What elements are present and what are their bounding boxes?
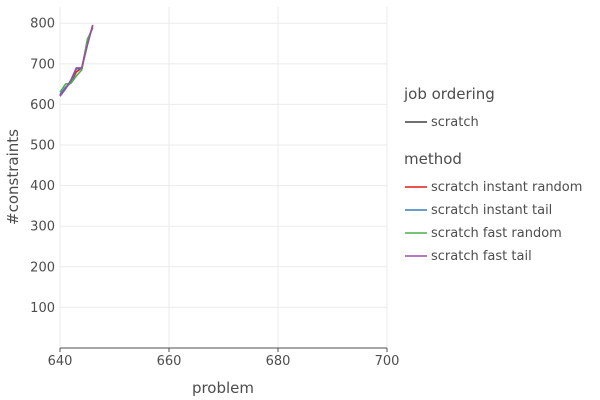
x-tick-label: 680 (266, 354, 291, 369)
y-ticks: 100 200 300 400 500 600 700 800 (30, 17, 55, 316)
y-tick-label: 500 (30, 139, 55, 154)
y-tick-label: 200 (30, 260, 55, 275)
x-tick-label: 660 (157, 354, 182, 369)
series-lines (59, 24, 94, 97)
y-tick-label: 700 (30, 57, 55, 72)
y-tick-label: 800 (30, 17, 55, 32)
y-tick-label: 400 (30, 179, 55, 194)
series-line-scratch-fast-tail (59, 24, 94, 97)
y-tick-label: 100 (30, 301, 55, 316)
x-axis-title: problem (192, 379, 254, 397)
series-line-scratch-fast-random (59, 27, 94, 93)
legend-label-scratch: scratch (431, 115, 479, 130)
grid (59, 7, 388, 348)
legend-label-scratch-fast-random: scratch fast random (431, 226, 562, 241)
legend-title-job-ordering: job ordering (403, 85, 495, 103)
x-tick-label: 700 (375, 354, 400, 369)
legend-label-scratch-instant-random: scratch instant random (431, 180, 582, 195)
legend-label-scratch-instant-tail: scratch instant tail (431, 203, 552, 218)
legend-label-scratch-fast-tail: scratch fast tail (431, 249, 532, 264)
x-ticks: 640 660 680 700 (48, 348, 400, 369)
y-axis-title: #constraints (4, 129, 22, 225)
legend-title-method: method (404, 150, 462, 168)
y-tick-label: 600 (30, 98, 55, 113)
y-tick-label: 300 (30, 220, 55, 235)
x-tick-label: 640 (48, 354, 73, 369)
legend: job ordering scratch method scratch inst… (403, 85, 582, 264)
